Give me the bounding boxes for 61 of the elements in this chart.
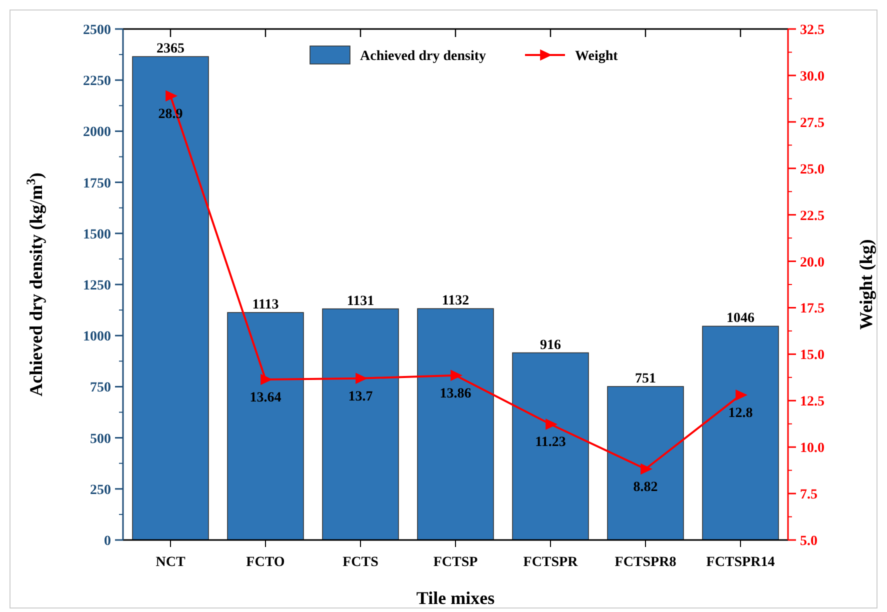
- data-label: 916: [540, 338, 561, 353]
- point: [450, 370, 462, 381]
- bar: [512, 352, 589, 540]
- y2-tick-label: 10.0: [800, 441, 824, 456]
- x-tick-label: FCTSPR: [523, 555, 579, 570]
- data-label: 13.86: [440, 386, 472, 402]
- x-tick-label: NCT: [156, 555, 186, 570]
- y-tick-label: 500: [90, 432, 111, 447]
- point: [546, 418, 558, 430]
- y2-tick-label: 32.5: [800, 23, 824, 38]
- x-tick-label: FCTS: [342, 555, 379, 570]
- data-label: 751: [635, 371, 656, 386]
- y2-tick-label: 20.0: [800, 255, 824, 270]
- legend-label: Achieved dry density: [360, 49, 486, 64]
- x-axis-title: Tile mixes: [416, 588, 495, 608]
- bar: [227, 312, 304, 540]
- x-tick-label: FCTO: [246, 555, 285, 570]
- data-label: 2365: [156, 42, 184, 57]
- y2-tick-label: 27.5: [800, 116, 824, 131]
- point: [356, 372, 368, 384]
- x-tick-label: FCTSPR8: [614, 555, 676, 570]
- data-label: 13.64: [250, 390, 282, 406]
- data-label: 13.7: [348, 389, 373, 404]
- point: [166, 90, 178, 102]
- y-tick-label: 1000: [83, 330, 111, 345]
- y-tick-label: 750: [90, 380, 111, 396]
- bar: [322, 308, 399, 540]
- point: [736, 389, 748, 401]
- y2-tick-label: 15.0: [800, 348, 824, 364]
- y2-tick-label: 5.0: [800, 534, 818, 549]
- y-tick-label: 250: [90, 482, 111, 498]
- bar: [702, 326, 779, 540]
- y2-tick-label: 17.5: [800, 302, 824, 317]
- data-label: 1131: [346, 294, 374, 309]
- data-label: 12.8: [728, 406, 753, 422]
- data-label: 1132: [442, 294, 470, 309]
- legend-label: Weight: [575, 49, 618, 64]
- data-label: 1046: [726, 311, 754, 326]
- bar: [607, 386, 684, 540]
- data-label: 11.23: [535, 435, 566, 450]
- y2-tick-label: 7.5: [800, 488, 818, 503]
- y-tick-label: 0: [104, 534, 111, 549]
- point: [260, 374, 272, 386]
- y-tick-label: 2000: [83, 125, 111, 140]
- data-label: 1113: [252, 298, 279, 313]
- y2-tick-label: 12.5: [800, 394, 824, 410]
- y2-tick-label: 25.0: [800, 162, 824, 178]
- x-tick-label: FCTSP: [433, 555, 478, 570]
- point: [640, 463, 652, 475]
- y-tick-label: 1500: [83, 227, 111, 242]
- y2-tick-label: 22.5: [800, 208, 824, 224]
- bar: [417, 308, 494, 540]
- y-tick-label: 2250: [83, 74, 111, 90]
- x-tick-label: FCTSPR14: [706, 555, 775, 570]
- y-tick-label: 1750: [83, 176, 111, 192]
- data-label: 8.82: [633, 480, 658, 496]
- y-tick-label: 1250: [83, 278, 111, 294]
- bar: [132, 56, 209, 540]
- y-tick-label: 2500: [83, 23, 111, 38]
- y2-axis-title: Weight (kg): [856, 239, 876, 330]
- y2-tick-label: 30.0: [800, 69, 824, 84]
